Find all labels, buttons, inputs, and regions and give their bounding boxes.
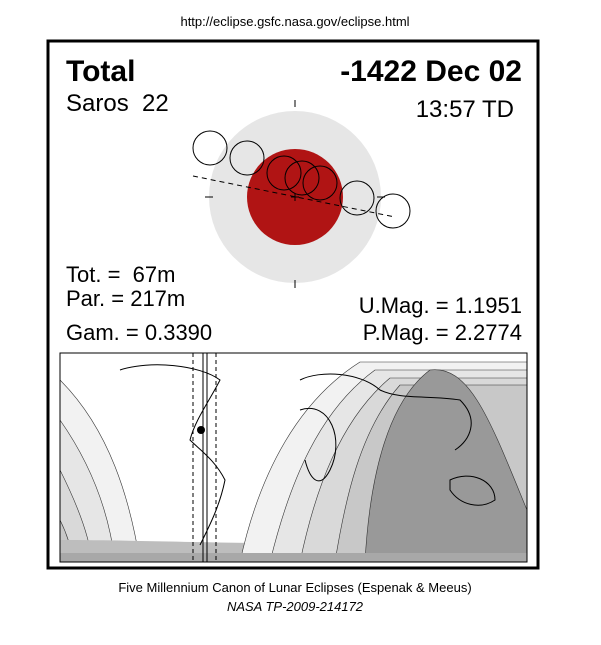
footer-publication: NASA TP-2009-214172 [227, 599, 364, 614]
axes [205, 100, 385, 288]
eclipse-date: -1422 Dec 02 [340, 55, 522, 88]
moon-path [192, 175, 396, 218]
time: 13:57 TD [416, 96, 514, 123]
umbral-magnitude: U.Mag. = 1.1951 [359, 293, 522, 318]
gamma: Gam. = 0.3390 [66, 320, 212, 345]
partial-duration: Par. = 217m [66, 286, 185, 311]
eclipse-type: Total [66, 55, 135, 88]
footer-canon: Five Millennium Canon of Lunar Eclipses … [118, 580, 471, 595]
saros: Saros 22 [66, 90, 169, 117]
world-map [59, 352, 528, 563]
moon-positions [192, 130, 411, 229]
totality-duration: Tot. = 67m [66, 262, 175, 287]
penumbral-magnitude: P.Mag. = 2.2774 [363, 320, 522, 345]
url: http://eclipse.gsfc.nasa.gov/eclipse.htm… [180, 14, 409, 29]
